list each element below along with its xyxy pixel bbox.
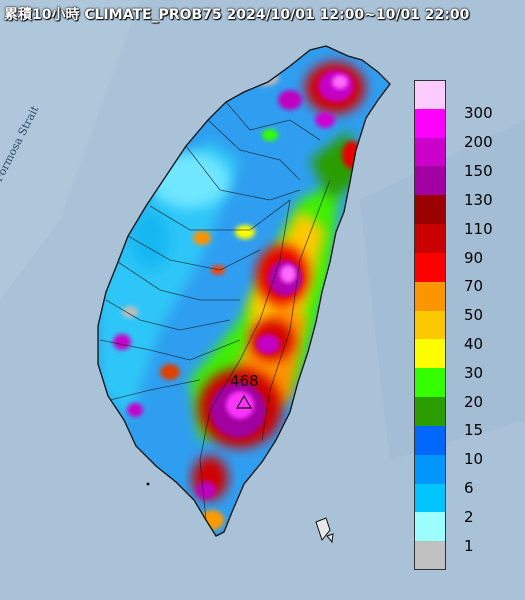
xiaoliuqiu-island [146, 482, 150, 486]
map-title: 累積10小時 CLIMATE_PROB75 2024/10/01 12:00~1… [4, 7, 470, 23]
legend-swatch [414, 541, 446, 571]
legend-swatch [414, 310, 446, 340]
legend-swatch [414, 281, 446, 312]
legend-label: 10 [464, 450, 484, 469]
legend-swatch [414, 339, 446, 369]
legend-label: 6 [464, 479, 474, 498]
legend-swatch [414, 137, 446, 167]
legend-label: 70 [464, 277, 484, 296]
color-legend: 300 200 150 130 110 90 70 50 40 30 20 15 10 6 2 1 [414, 80, 524, 571]
orchid-island [326, 533, 334, 544]
county-boundaries [99, 101, 331, 521]
rainfall-fields [98, 62, 365, 530]
legend-label: 130 [464, 190, 493, 209]
legend-swatch [414, 368, 446, 398]
legend-swatch [414, 512, 446, 542]
legend-swatch [414, 166, 446, 196]
legend-swatch [414, 224, 446, 254]
green-island [315, 517, 331, 542]
legend-swatch [414, 195, 446, 225]
legend-swatch [414, 80, 446, 110]
legend-label: 200 [464, 133, 493, 152]
legend-label: 150 [464, 162, 493, 181]
max-value-label: 468 [230, 372, 259, 390]
legend-label: 1 [464, 536, 474, 555]
legend-label: 15 [464, 421, 484, 440]
max-value-marker [235, 394, 253, 409]
legend-label: 110 [464, 219, 493, 238]
legend-label: 40 [464, 335, 484, 353]
island-outline [97, 45, 391, 537]
legend-swatch [414, 483, 446, 513]
legend-swatch [414, 425, 446, 456]
legend-label: 50 [464, 306, 484, 325]
legend-label: 90 [464, 248, 484, 267]
legend-swatch [414, 252, 446, 283]
legend-swatch [414, 108, 446, 139]
legend-label: 300 [464, 104, 493, 123]
legend-label: 2 [464, 507, 474, 526]
ocean-shelf [0, 0, 140, 300]
legend-swatch [414, 454, 446, 485]
legend-label: 20 [464, 392, 484, 411]
legend-label: 30 [464, 363, 484, 382]
legend-swatch [414, 397, 446, 427]
